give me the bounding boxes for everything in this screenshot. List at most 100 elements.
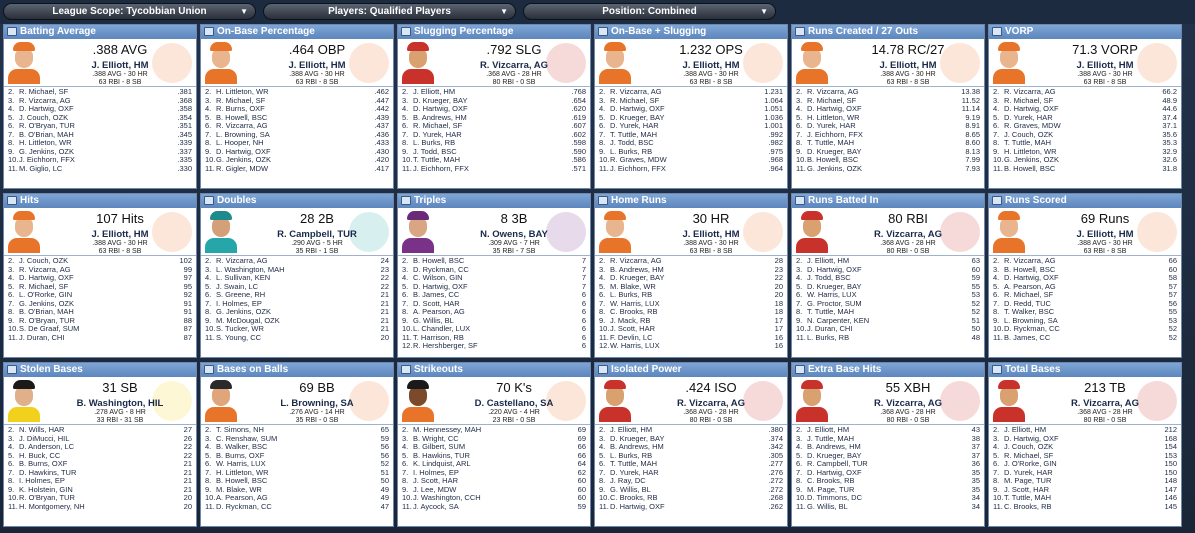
leader-panel[interactable]: 30 HR J. Elliott, HM .388 AVG - 30 HR 63…	[595, 208, 787, 256]
list-item[interactable]: 5. D. Yurek, HAR 37.4	[993, 113, 1177, 123]
list-item[interactable]: 7. I. Holmes, EP 62	[402, 468, 586, 478]
card-header[interactable]: Triples	[398, 194, 590, 208]
list-item[interactable]: 7. L. Browning, SA .436	[205, 130, 389, 140]
list-item[interactable]: 9. D. Krueger, BAY 8.13	[796, 147, 980, 157]
leader-panel[interactable]: 80 RBI R. Vizcarra, AG .368 AVG - 28 HR …	[792, 208, 984, 256]
list-item[interactable]: 9. L. Burks, RB .975	[599, 147, 783, 157]
list-item[interactable]: 6. L. O'Rorke, GIN 92	[8, 290, 192, 300]
list-item[interactable]: 2. R. Vizcarra, AG 28	[599, 256, 783, 266]
list-item[interactable]: 10. J. Scott, HAR 17	[599, 324, 783, 334]
list-item[interactable]: 5. J. Couch, OZK .354	[8, 113, 192, 123]
list-item[interactable]: 10. J. Washington, CCH 60	[402, 493, 586, 503]
list-item[interactable]: 11. D. Ryckman, CC 47	[205, 502, 389, 512]
leader-panel[interactable]: 55 XBH R. Vizcarra, AG .368 AVG - 28 HR …	[792, 377, 984, 425]
list-item[interactable]: 4. D. Anderson, LC 22	[8, 442, 192, 452]
list-item[interactable]: 11. M. Giglio, LC .330	[8, 164, 192, 174]
list-item[interactable]: 6. R. Michael, SF .607	[402, 121, 586, 131]
list-item[interactable]: 3. R. Michael, SF .447	[205, 96, 389, 106]
list-item[interactable]: 5. B. Andrews, HM .619	[402, 113, 586, 123]
list-item[interactable]: 11. J. Aycock, SA 59	[402, 502, 586, 512]
leader-panel[interactable]: 69 BB L. Browning, SA .276 AVG - 14 HR 3…	[201, 377, 393, 425]
list-item[interactable]: 8. I. Holmes, EP 21	[8, 476, 192, 486]
list-item[interactable]: 8. L. Burks, RB .598	[402, 138, 586, 148]
list-item[interactable]: 5. H. Buck, CC 22	[8, 451, 192, 461]
list-item[interactable]: 9. J. Scott, HAR 147	[993, 485, 1177, 495]
player-photo[interactable]	[795, 41, 829, 84]
list-item[interactable]: 7. D. Redd, TUC 56	[993, 299, 1177, 309]
card-header[interactable]: Runs Scored	[989, 194, 1181, 208]
list-item[interactable]: 3. R. Michael, SF 11.52	[796, 96, 980, 106]
position-dropdown[interactable]: Position: Combined ▼	[523, 3, 776, 20]
list-item[interactable]: 3. C. Renshaw, SUM 59	[205, 434, 389, 444]
list-item[interactable]: 4. L. Sullivan, KEN 22	[205, 273, 389, 283]
leader-panel[interactable]: 31 SB B. Washington, HIL .278 AVG - 8 HR…	[4, 377, 196, 425]
list-item[interactable]: 11. J. Duran, CHI 87	[8, 333, 192, 343]
list-item[interactable]: 11. B. James, CC 52	[993, 333, 1177, 343]
list-item[interactable]: 11. J. Eichhorn, FFX .571	[402, 164, 586, 174]
leader-panel[interactable]: 1.232 OPS J. Elliott, HM .388 AVG - 30 H…	[595, 39, 787, 87]
list-item[interactable]: 8. C. Brooks, RB 35	[796, 476, 980, 486]
list-item[interactable]: 3. D. Hartwig, OXF 60	[796, 265, 980, 275]
player-photo[interactable]	[204, 379, 238, 422]
list-item[interactable]: 5. B. Howell, BSC .439	[205, 113, 389, 123]
list-item[interactable]: 6. R. Michael, SF 57	[993, 290, 1177, 300]
list-item[interactable]: 3. L. Washington, MAH 23	[205, 265, 389, 275]
list-item[interactable]: 9. J. Todd, BSC .590	[402, 147, 586, 157]
list-item[interactable]: 4. D. Hartwig, OXF 97	[8, 273, 192, 283]
list-item[interactable]: 3. D. Ryckman, CC 7	[402, 265, 586, 275]
list-item[interactable]: 6. R. Campbell, TUR 36	[796, 459, 980, 469]
list-item[interactable]: 7. W. Harris, LUX 18	[599, 299, 783, 309]
card-header[interactable]: Doubles	[201, 194, 393, 208]
list-item[interactable]: 7. D. Hartwig, OXF 35	[796, 468, 980, 478]
leader-panel[interactable]: 14.78 RC/27 J. Elliott, HM .388 AVG - 30…	[792, 39, 984, 87]
leader-name[interactable]: J. Elliott, HM	[879, 60, 937, 71]
card-header[interactable]: Batting Average	[4, 25, 196, 39]
list-item[interactable]: 5. D. Hartwig, OXF 7	[402, 282, 586, 292]
list-item[interactable]: 2. T. Simons, NH 65	[205, 425, 389, 435]
list-item[interactable]: 9. M. McDougal, OZK 21	[205, 316, 389, 326]
list-item[interactable]: 9. K. Holstein, GIN 21	[8, 485, 192, 495]
player-photo[interactable]	[992, 41, 1026, 84]
list-item[interactable]: 9. M. Blake, WR 49	[205, 485, 389, 495]
list-item[interactable]: 2. J. Elliott, HM .380	[599, 425, 783, 435]
list-item[interactable]: 7. J. Eichhorn, FFX 8.65	[796, 130, 980, 140]
list-item[interactable]: 5. R. Michael, SF 95	[8, 282, 192, 292]
list-item[interactable]: 4. C. Wilson, GIN 7	[402, 273, 586, 283]
list-item[interactable]: 10. J. Eichhorn, FFX .335	[8, 155, 192, 165]
leader-name[interactable]: J. Elliott, HM	[288, 60, 346, 71]
list-item[interactable]: 11. B. Howell, BSC 31.8	[993, 164, 1177, 174]
list-item[interactable]: 8. B. O'Brian, MAH 91	[8, 307, 192, 317]
list-item[interactable]: 10. R. O'Bryan, TUR 20	[8, 493, 192, 503]
list-item[interactable]: 4. J. Couch, OZK 154	[993, 442, 1177, 452]
list-item[interactable]: 5. A. Pearson, AG 57	[993, 282, 1177, 292]
list-item[interactable]: 2. J. Elliott, HM 212	[993, 425, 1177, 435]
list-item[interactable]: 11. G. Willis, BL 34	[796, 502, 980, 512]
list-item[interactable]: 7. D. Yurek, HAR .602	[402, 130, 586, 140]
list-item[interactable]: 4. B. Gilbert, SUM 66	[402, 442, 586, 452]
list-item[interactable]: 2. J. Elliott, HM .768	[402, 87, 586, 97]
list-item[interactable]: 5. J. Swain, LC 22	[205, 282, 389, 292]
list-item[interactable]: 2. R. Michael, SF .381	[8, 87, 192, 97]
list-item[interactable]: 2. R. Vizcarra, AG 66.2	[993, 87, 1177, 97]
list-item[interactable]: 9. G. Willis, BL 6	[402, 316, 586, 326]
list-item[interactable]: 4. D. Hartwig, OXF 44.6	[993, 104, 1177, 114]
list-item[interactable]: 4. B. Andrews, HM .342	[599, 442, 783, 452]
list-item[interactable]: 5. B. Hawkins, TUR 66	[402, 451, 586, 461]
card-header[interactable]: Runs Batted In	[792, 194, 984, 208]
player-photo[interactable]	[401, 41, 435, 84]
list-item[interactable]: 8. M. Page, TUR 148	[993, 476, 1177, 486]
player-photo[interactable]	[401, 379, 435, 422]
player-photo[interactable]	[598, 210, 632, 253]
list-item[interactable]: 5. D. Krueger, BAY 1.036	[599, 113, 783, 123]
card-header[interactable]: Extra Base Hits	[792, 363, 984, 377]
list-item[interactable]: 5. M. Blake, WR 20	[599, 282, 783, 292]
list-item[interactable]: 10. S. De Graaf, SUM 87	[8, 324, 192, 334]
list-item[interactable]: 9. M. Page, TUR 35	[796, 485, 980, 495]
list-item[interactable]: 5. D. Krueger, BAY 55	[796, 282, 980, 292]
list-item[interactable]: 7. D. Hawkins, TUR 21	[8, 468, 192, 478]
list-item[interactable]: 10. D. Ryckman, CC 52	[993, 324, 1177, 334]
list-item[interactable]: 7. T. Tuttle, MAH .992	[599, 130, 783, 140]
list-item[interactable]: 11. F. Devlin, LC 16	[599, 333, 783, 343]
list-item[interactable]: 2. R. Vizcarra, AG 66	[993, 256, 1177, 266]
list-item[interactable]: 11. T. Harrison, RB 6	[402, 333, 586, 343]
